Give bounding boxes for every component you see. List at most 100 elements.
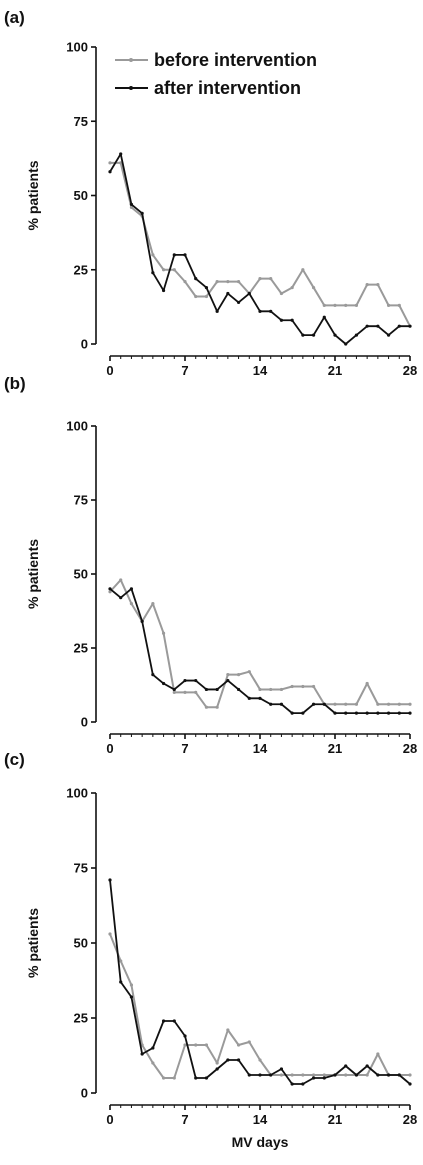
- data-point: [183, 690, 187, 695]
- data-point: [119, 152, 123, 156]
- data-point: [354, 1073, 359, 1077]
- data-point: [140, 619, 144, 623]
- x-tick-label: 14: [253, 363, 268, 378]
- data-point: [333, 303, 337, 307]
- y-tick-label: 50: [74, 188, 88, 203]
- data-point: [161, 1076, 166, 1080]
- data-point: [322, 303, 326, 307]
- data-point: [376, 1073, 380, 1077]
- data-point: [311, 285, 316, 290]
- data-point: [301, 1082, 305, 1086]
- data-point: [376, 702, 380, 706]
- data-point: [247, 670, 251, 674]
- data-point: [161, 288, 166, 293]
- panel-letter: (c): [4, 750, 25, 769]
- series-line-before: [110, 161, 411, 327]
- y-axis-title: % patients: [25, 539, 41, 609]
- data-point: [397, 711, 401, 715]
- data-point: [108, 170, 112, 174]
- data-point: [183, 1034, 187, 1038]
- panel-letter: (a): [4, 8, 25, 27]
- x-tick-label: 21: [328, 741, 342, 756]
- data-point: [236, 1043, 241, 1047]
- data-point: [161, 681, 166, 686]
- data-point: [129, 202, 134, 207]
- data-point: [376, 283, 380, 287]
- data-point: [365, 324, 369, 328]
- data-point: [236, 300, 241, 305]
- data-point: [129, 995, 134, 999]
- x-tick-label: 7: [181, 741, 188, 756]
- data-point: [269, 702, 273, 706]
- data-point: [226, 280, 230, 284]
- data-point: [119, 959, 123, 963]
- data-point: [344, 711, 348, 715]
- data-point: [290, 684, 294, 689]
- series-line-before: [109, 933, 410, 1079]
- data-point: [247, 1040, 251, 1044]
- data-point: [204, 1043, 209, 1047]
- data-point: [365, 283, 369, 287]
- data-point: [258, 309, 262, 313]
- data-point: [397, 1073, 401, 1077]
- data-point: [311, 333, 316, 337]
- data-point: [204, 687, 209, 692]
- data-point: [397, 303, 401, 307]
- data-point: [183, 1043, 187, 1047]
- y-tick-label: 100: [66, 419, 88, 434]
- y-tick-label: 25: [74, 641, 88, 656]
- data-point: [226, 1058, 230, 1062]
- data-point: [172, 690, 176, 695]
- x-tick-label: 7: [181, 1112, 188, 1127]
- data-point: [279, 291, 284, 296]
- data-point: [183, 280, 187, 284]
- legend-marker: [129, 58, 133, 62]
- data-point: [333, 333, 337, 337]
- y-axis-title: % patients: [25, 160, 41, 230]
- data-point: [258, 277, 262, 281]
- data-point: [301, 268, 305, 272]
- data-point: [108, 878, 112, 882]
- data-point: [108, 161, 112, 165]
- data-point: [408, 702, 412, 706]
- data-point: [194, 690, 198, 695]
- data-point: [269, 277, 273, 281]
- y-tick-label: 50: [74, 936, 88, 951]
- legend-label: after intervention: [154, 78, 301, 98]
- data-point: [397, 324, 401, 328]
- data-point: [194, 1076, 198, 1080]
- data-point: [365, 1073, 369, 1077]
- data-point: [108, 587, 112, 591]
- data-point: [247, 696, 251, 700]
- x-axis-title: MV days: [232, 1134, 289, 1150]
- data-point: [108, 932, 112, 936]
- data-point: [344, 342, 348, 346]
- data-point: [258, 687, 262, 692]
- data-point: [279, 318, 284, 322]
- data-point: [333, 711, 337, 715]
- data-point: [204, 1076, 209, 1080]
- data-point: [119, 596, 123, 600]
- x-tick-label: 7: [181, 363, 188, 378]
- data-point: [129, 983, 134, 987]
- data-point: [344, 702, 348, 706]
- data-point: [365, 711, 369, 715]
- data-point: [108, 590, 112, 594]
- x-tick-label: 14: [253, 1112, 268, 1127]
- data-point: [311, 1076, 316, 1080]
- data-point: [236, 687, 241, 692]
- data-point: [183, 253, 187, 257]
- y-tick-label: 75: [74, 493, 88, 508]
- y-tick-label: 0: [81, 337, 88, 352]
- data-point: [183, 678, 187, 683]
- data-point: [258, 696, 262, 700]
- data-point: [301, 333, 305, 337]
- data-point: [140, 211, 144, 215]
- y-tick-label: 100: [66, 40, 88, 55]
- data-point: [354, 333, 359, 337]
- data-point: [119, 578, 123, 582]
- x-tick-label: 21: [328, 363, 342, 378]
- data-point: [408, 324, 412, 328]
- y-tick-label: 25: [74, 262, 88, 277]
- x-tick-label: 28: [403, 1112, 417, 1127]
